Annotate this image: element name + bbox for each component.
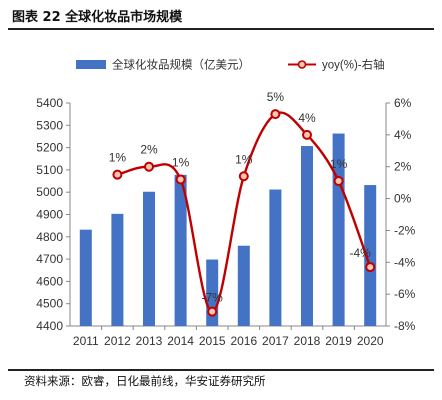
right-tick-label: 6%	[394, 96, 412, 110]
yoy-line-path	[117, 111, 372, 313]
right-tick-label: -8%	[394, 319, 416, 333]
axes: 4400 4500 4600 4700 4800 4900 5000 5100 5200 5300…	[36, 96, 415, 348]
right-tick-label: 4%	[394, 128, 412, 142]
bar-2014	[174, 174, 187, 326]
data-labels: 1% 2% 1% -7% 1% 5% 4% 1% -4%	[109, 90, 371, 305]
yoy-label-2012: 1%	[109, 151, 127, 165]
legend-line-label: yoy(%)-右轴	[322, 58, 385, 72]
yoy-point-2019	[333, 176, 344, 187]
x-tick-label: 2020	[357, 334, 384, 348]
legend-bar-label: 全球化妆品规模（亿美元）	[112, 58, 250, 72]
bars	[79, 133, 377, 326]
left-tick-label: 5300	[36, 118, 63, 132]
x-tick-label: 2016	[230, 334, 257, 348]
legend: 全球化妆品规模（亿美元） yoy(%)-右轴	[76, 58, 385, 72]
yoy-point-2013	[144, 161, 154, 172]
yoy-label-2015: -7%	[202, 291, 224, 305]
left-tick-label: 4700	[36, 252, 63, 266]
right-tick-label: -6%	[394, 287, 416, 301]
yoy-label-2014: 1%	[172, 155, 190, 169]
left-tick-label: 5400	[36, 96, 63, 110]
bar-2013	[143, 191, 155, 326]
right-tick-label: -2%	[394, 223, 416, 237]
x-tick-label: 2017	[262, 334, 289, 348]
title-divider	[8, 28, 434, 30]
x-tick-label: 2012	[104, 334, 131, 348]
left-tick-label: 5200	[36, 141, 63, 155]
legend-line-marker	[297, 60, 307, 69]
x-tick-label: 2019	[325, 334, 352, 348]
yoy-point-2017	[270, 109, 281, 120]
yoy-label-2018: 4%	[298, 111, 316, 125]
bar-2016	[237, 245, 250, 326]
yoy-label-2017: 5%	[267, 90, 285, 104]
bar-2018	[301, 146, 313, 326]
yoy-label-2019: 1%	[330, 157, 348, 171]
bar-2017	[269, 189, 282, 326]
chart: 全球化妆品规模（亿美元） yoy(%)-右轴 44004500460047004…	[36, 58, 415, 349]
x-tick-label: 2013	[136, 334, 163, 348]
right-tick-label: -4%	[394, 255, 416, 269]
yoy-point-2020	[365, 262, 376, 273]
yoy-point-2018	[302, 129, 312, 140]
figure-title: 图表 22 全球化妆品市场规模	[12, 10, 183, 25]
yoy-line	[112, 109, 376, 317]
left-tick-label: 4800	[36, 230, 63, 244]
bar-2020	[364, 185, 377, 326]
bar-2012	[111, 213, 124, 326]
yoy-label-2016: 1%	[235, 152, 253, 166]
right-tick-label: 0%	[394, 192, 412, 206]
legend-bar-swatch	[76, 60, 106, 69]
x-tick-label: 2011	[73, 334, 99, 348]
source-note: 资料来源：欧睿，日化最前线，华安证券研究所	[24, 374, 266, 388]
yoy-label-2013: 2%	[140, 143, 158, 157]
yoy-point-2016	[238, 171, 249, 182]
left-tick-label: 4400	[36, 319, 63, 333]
right-tick-label: 2%	[394, 160, 412, 174]
left-tick-label: 5100	[36, 163, 63, 177]
left-tick-label: 4500	[36, 297, 63, 311]
x-tick-label: 2015	[199, 334, 226, 348]
yoy-label-2020: -4%	[350, 246, 372, 260]
x-tick-label: 2018	[294, 334, 321, 348]
left-tick-label: 4600	[36, 274, 63, 288]
left-tick-label: 4900	[36, 208, 63, 222]
source-divider	[8, 369, 434, 371]
left-tick-label: 5000	[36, 185, 63, 199]
x-tick-label: 2014	[167, 334, 194, 348]
yoy-point-2014	[175, 174, 186, 185]
bar-2011	[79, 229, 92, 326]
yoy-point-2015	[207, 306, 218, 317]
yoy-point-2012	[112, 169, 123, 180]
